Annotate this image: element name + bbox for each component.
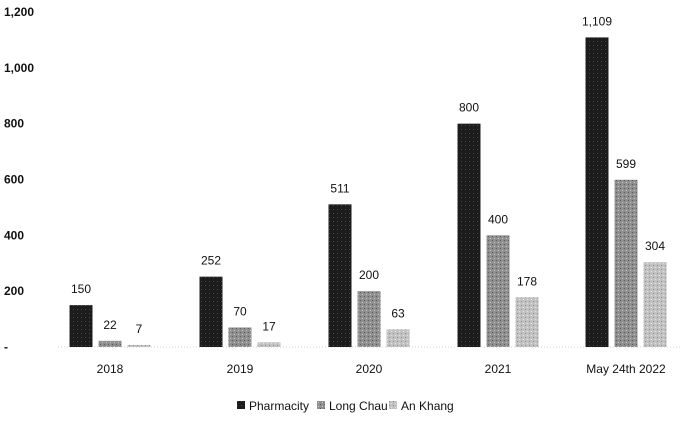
bar-long-chau bbox=[614, 179, 638, 347]
bars-layer bbox=[69, 37, 667, 348]
bar-pharmacity bbox=[585, 37, 609, 347]
bar-pharmacity bbox=[328, 204, 352, 347]
x-tick-label: 2018 bbox=[97, 362, 124, 376]
bar-long-chau bbox=[228, 327, 252, 347]
bar-long-chau bbox=[98, 340, 122, 347]
data-label: 599 bbox=[616, 157, 636, 171]
data-label: 178 bbox=[517, 274, 537, 288]
x-tick-label: May 24th 2022 bbox=[586, 362, 666, 376]
data-label: 150 bbox=[71, 282, 91, 296]
data-label: 511 bbox=[330, 181, 349, 195]
bar-an-khang bbox=[643, 262, 667, 347]
data-label: 1,109 bbox=[582, 14, 612, 28]
bar-long-chau bbox=[486, 235, 510, 347]
legend-label: Pharmacity bbox=[249, 399, 309, 413]
legend-swatch-pharmacity bbox=[237, 401, 245, 409]
bar-long-chau bbox=[357, 291, 381, 347]
legend-swatch-an-khang bbox=[389, 401, 397, 409]
y-tick-label: 600 bbox=[4, 173, 24, 187]
y-tick-label: 1,200 bbox=[4, 5, 34, 19]
bar-pharmacity bbox=[69, 305, 93, 347]
data-label: 7 bbox=[136, 322, 143, 336]
y-tick-label: - bbox=[4, 340, 8, 354]
x-axis: 2018 2019 2020 2021 May 24th 2022 bbox=[97, 362, 666, 376]
data-label: 200 bbox=[359, 268, 379, 282]
bar-an-khang bbox=[257, 342, 281, 347]
data-labels-layer: 150 22 7 252 70 17 511 200 63 800 400 178 1,109 599 30… bbox=[71, 14, 665, 336]
y-tick-label: 400 bbox=[4, 228, 24, 242]
bar-an-khang bbox=[386, 329, 410, 347]
y-tick-label: 200 bbox=[4, 284, 24, 298]
legend-swatch-long-chau bbox=[317, 401, 325, 409]
bar-an-khang bbox=[127, 345, 151, 347]
legend: Pharmacity Long Chau An Khang bbox=[237, 399, 454, 413]
data-label: 17 bbox=[262, 319, 276, 333]
bar-an-khang bbox=[515, 297, 539, 347]
y-tick-label: 1,000 bbox=[4, 61, 34, 75]
data-label: 400 bbox=[488, 212, 508, 226]
legend-label: An Khang bbox=[401, 399, 454, 413]
data-label: 252 bbox=[201, 254, 221, 268]
bar-pharmacity bbox=[457, 123, 481, 348]
x-tick-label: 2021 bbox=[485, 362, 512, 376]
x-tick-label: 2020 bbox=[356, 362, 383, 376]
y-tick-label: 800 bbox=[4, 117, 24, 131]
y-axis: - 200 400 600 800 1,000 1,200 bbox=[4, 5, 34, 354]
bar-pharmacity bbox=[199, 276, 223, 347]
data-label: 800 bbox=[459, 101, 479, 115]
data-label: 63 bbox=[391, 306, 405, 320]
data-label: 304 bbox=[645, 239, 665, 253]
x-tick-label: 2019 bbox=[227, 362, 254, 376]
data-label: 70 bbox=[233, 304, 247, 318]
data-label: 22 bbox=[103, 318, 117, 332]
legend-label: Long Chau bbox=[329, 399, 388, 413]
